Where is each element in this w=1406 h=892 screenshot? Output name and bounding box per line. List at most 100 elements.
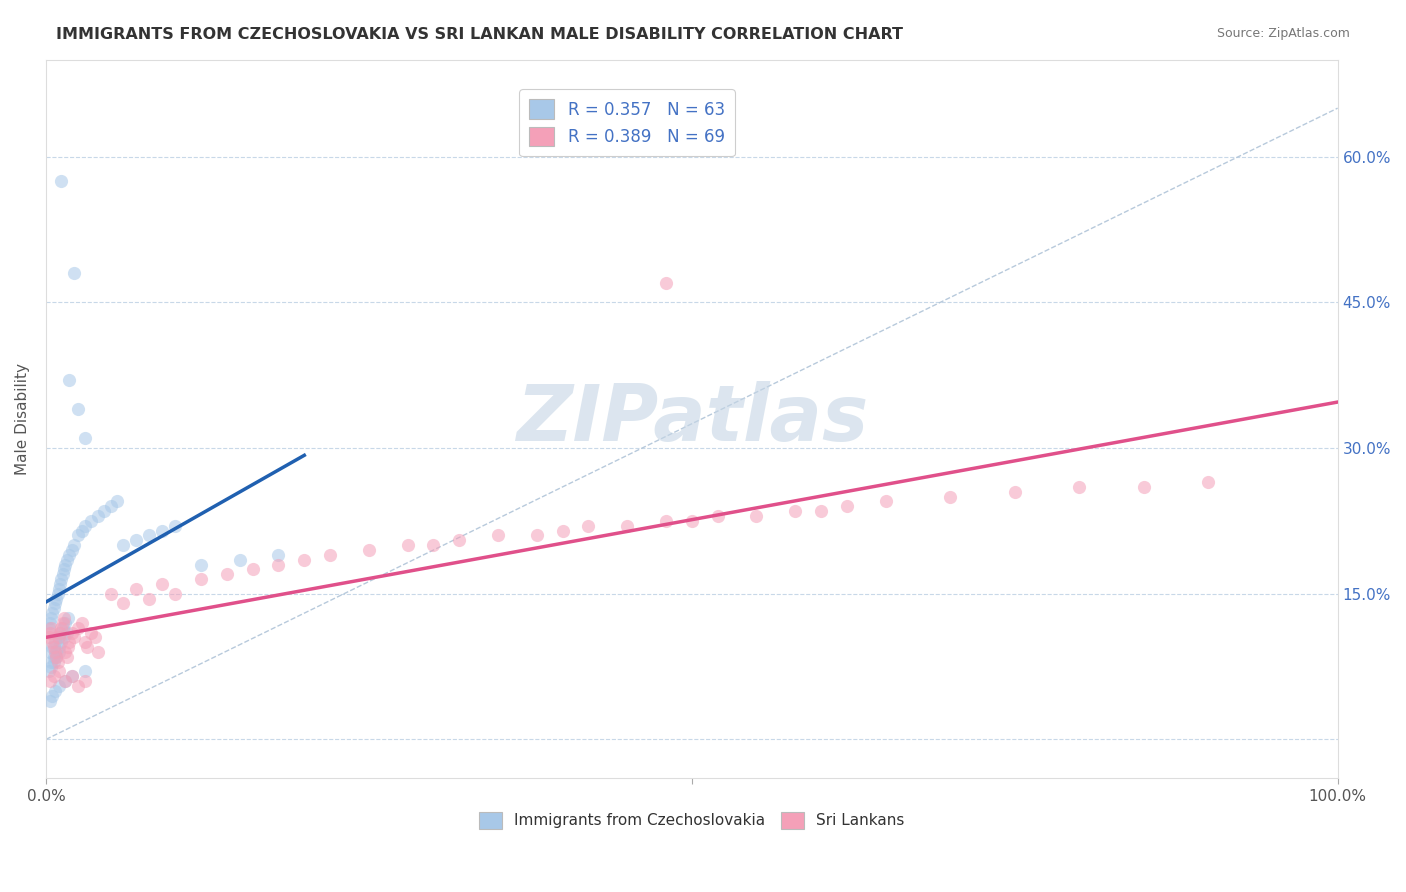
- Point: [39, 655, 62, 669]
- Point: [125, 582, 148, 596]
- Point: [292, 552, 315, 566]
- Point: [48, 645, 70, 659]
- Point: [58, 373, 80, 387]
- Point: [1069, 480, 1091, 494]
- Point: [49, 625, 72, 640]
- Point: [60, 543, 83, 558]
- Point: [1004, 484, 1026, 499]
- Point: [63, 266, 86, 280]
- Point: [67, 402, 90, 417]
- Point: [55, 625, 77, 640]
- Point: [84, 631, 107, 645]
- Point: [125, 533, 148, 548]
- Point: [73, 635, 96, 649]
- Point: [38, 631, 60, 645]
- Point: [67, 528, 90, 542]
- Point: [93, 504, 115, 518]
- Y-axis label: Male Disability: Male Disability: [15, 363, 30, 475]
- Point: [41, 689, 63, 703]
- Point: [86, 645, 108, 659]
- Point: [785, 504, 807, 518]
- Point: [73, 674, 96, 689]
- Point: [52, 567, 75, 582]
- Point: [42, 669, 65, 683]
- Point: [39, 621, 62, 635]
- Point: [48, 640, 70, 654]
- Point: [655, 514, 678, 528]
- Point: [551, 524, 574, 538]
- Point: [42, 640, 65, 654]
- Point: [49, 625, 72, 640]
- Point: [53, 674, 76, 689]
- Point: [80, 625, 103, 640]
- Point: [67, 679, 90, 693]
- Point: [875, 494, 897, 508]
- Point: [526, 528, 548, 542]
- Point: [38, 615, 60, 630]
- Point: [45, 649, 67, 664]
- Point: [49, 577, 72, 591]
- Point: [55, 649, 77, 664]
- Point: [63, 538, 86, 552]
- Point: [41, 606, 63, 620]
- Point: [73, 665, 96, 679]
- Point: [38, 645, 60, 659]
- Point: [835, 500, 858, 514]
- Text: ZIPatlas: ZIPatlas: [516, 381, 868, 457]
- Point: [44, 635, 66, 649]
- Point: [38, 693, 60, 707]
- Point: [53, 558, 76, 572]
- Point: [190, 558, 212, 572]
- Point: [42, 649, 65, 664]
- Point: [357, 543, 380, 558]
- Point: [46, 631, 69, 645]
- Point: [190, 572, 212, 586]
- Point: [150, 577, 173, 591]
- Point: [319, 548, 342, 562]
- Point: [60, 669, 83, 683]
- Point: [55, 552, 77, 566]
- Point: [58, 548, 80, 562]
- Point: [486, 528, 509, 542]
- Point: [706, 509, 728, 524]
- Point: [58, 635, 80, 649]
- Point: [56, 640, 79, 654]
- Point: [228, 552, 250, 566]
- Point: [939, 490, 962, 504]
- Point: [42, 601, 65, 615]
- Point: [53, 631, 76, 645]
- Point: [745, 509, 768, 524]
- Point: [1198, 475, 1220, 489]
- Point: [63, 631, 86, 645]
- Point: [73, 431, 96, 445]
- Point: [38, 674, 60, 689]
- Point: [267, 558, 290, 572]
- Point: [60, 625, 83, 640]
- Point: [45, 591, 67, 606]
- Point: [48, 665, 70, 679]
- Point: [56, 611, 79, 625]
- Point: [578, 518, 600, 533]
- Point: [67, 621, 90, 635]
- Text: IMMIGRANTS FROM CZECHOSLOVAKIA VS SRI LANKAN MALE DISABILITY CORRELATION CHART: IMMIGRANTS FROM CZECHOSLOVAKIA VS SRI LA…: [56, 27, 903, 42]
- Point: [53, 562, 76, 576]
- Point: [112, 538, 135, 552]
- Point: [681, 514, 703, 528]
- Point: [53, 674, 76, 689]
- Point: [52, 615, 75, 630]
- Point: [215, 567, 238, 582]
- Point: [242, 562, 264, 576]
- Point: [38, 625, 60, 640]
- Point: [51, 572, 73, 586]
- Point: [46, 587, 69, 601]
- Point: [44, 596, 66, 610]
- Point: [165, 587, 187, 601]
- Point: [53, 615, 76, 630]
- Point: [86, 509, 108, 524]
- Point: [810, 504, 832, 518]
- Point: [267, 548, 290, 562]
- Point: [51, 635, 73, 649]
- Point: [422, 538, 444, 552]
- Point: [150, 524, 173, 538]
- Point: [38, 665, 60, 679]
